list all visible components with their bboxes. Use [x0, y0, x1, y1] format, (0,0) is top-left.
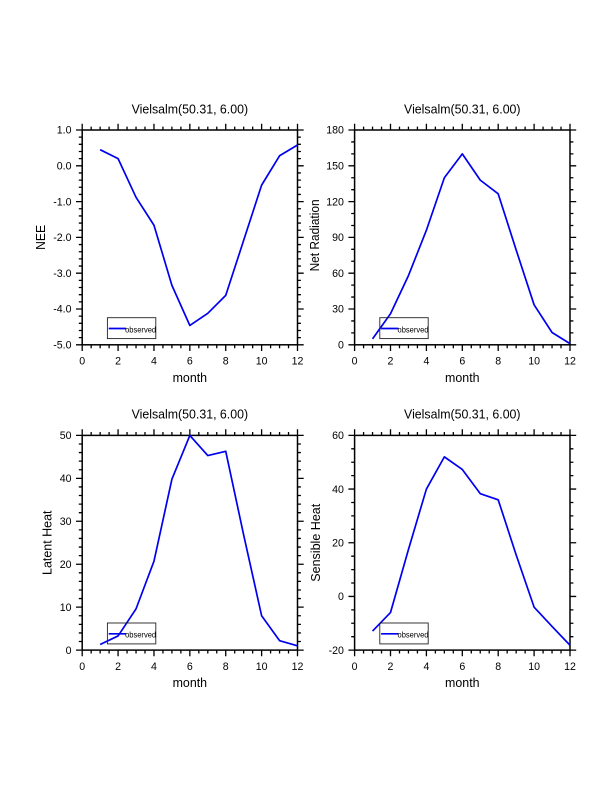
svg-text:50: 50 — [60, 430, 72, 442]
svg-text:10: 10 — [528, 356, 540, 368]
svg-text:0: 0 — [352, 661, 358, 673]
svg-text:6: 6 — [187, 661, 193, 673]
svg-text:12: 12 — [564, 661, 576, 673]
svg-text:Vielsalm(50.31, 6.00): Vielsalm(50.31, 6.00) — [132, 101, 249, 116]
svg-text:observed: observed — [398, 324, 429, 334]
svg-text:10: 10 — [256, 661, 268, 673]
svg-text:Vielsalm(50.31, 6.00): Vielsalm(50.31, 6.00) — [404, 101, 521, 116]
svg-text:12: 12 — [292, 661, 304, 673]
svg-text:month: month — [445, 675, 480, 690]
svg-text:-5.0: -5.0 — [53, 340, 71, 352]
svg-text:180: 180 — [326, 125, 344, 137]
svg-text:10: 10 — [60, 602, 72, 614]
svg-text:6: 6 — [459, 661, 465, 673]
svg-text:8: 8 — [495, 356, 501, 368]
svg-text:8: 8 — [495, 661, 501, 673]
svg-text:12: 12 — [564, 356, 576, 368]
svg-text:8: 8 — [223, 661, 229, 673]
svg-text:2: 2 — [115, 661, 121, 673]
svg-text:month: month — [173, 675, 208, 690]
svg-text:120: 120 — [326, 196, 344, 208]
svg-text:60: 60 — [332, 268, 344, 280]
svg-text:month: month — [173, 370, 208, 385]
svg-text:Vielsalm(50.31, 6.00): Vielsalm(50.31, 6.00) — [404, 407, 521, 422]
svg-text:20: 20 — [60, 559, 72, 571]
svg-text:30: 30 — [332, 304, 344, 316]
svg-text:Latent Heat: Latent Heat — [40, 510, 55, 575]
svg-text:-1.0: -1.0 — [53, 196, 71, 208]
svg-text:month: month — [445, 370, 480, 385]
svg-text:0: 0 — [79, 356, 85, 368]
svg-text:60: 60 — [332, 430, 344, 442]
svg-text:4: 4 — [151, 356, 157, 368]
svg-text:2: 2 — [115, 356, 121, 368]
svg-text:observed: observed — [398, 630, 429, 640]
svg-text:6: 6 — [187, 356, 193, 368]
svg-text:10: 10 — [256, 356, 268, 368]
svg-text:Vielsalm(50.31, 6.00): Vielsalm(50.31, 6.00) — [132, 407, 249, 422]
svg-text:6: 6 — [459, 356, 465, 368]
svg-text:Net Radiation: Net Radiation — [307, 199, 322, 271]
svg-text:20: 20 — [332, 537, 344, 549]
svg-text:0: 0 — [338, 340, 344, 352]
svg-text:2: 2 — [388, 356, 394, 368]
svg-text:4: 4 — [423, 661, 429, 673]
svg-text:1.0: 1.0 — [57, 125, 72, 137]
svg-text:150: 150 — [326, 161, 344, 173]
svg-text:4: 4 — [423, 356, 429, 368]
svg-text:0.0: 0.0 — [57, 161, 72, 173]
svg-text:4: 4 — [151, 661, 157, 673]
svg-text:-3.0: -3.0 — [53, 268, 71, 280]
svg-text:observed: observed — [125, 630, 156, 640]
svg-text:0: 0 — [338, 591, 344, 603]
svg-text:NEE: NEE — [33, 225, 48, 250]
svg-text:-20: -20 — [329, 645, 344, 657]
svg-text:-4.0: -4.0 — [53, 304, 71, 316]
svg-text:10: 10 — [528, 661, 540, 673]
svg-text:observed: observed — [125, 324, 156, 334]
svg-text:0: 0 — [66, 645, 72, 657]
svg-text:2: 2 — [388, 661, 394, 673]
svg-text:40: 40 — [60, 473, 72, 485]
svg-text:90: 90 — [332, 232, 344, 244]
svg-text:Sensible Heat: Sensible Heat — [308, 503, 323, 581]
svg-text:30: 30 — [60, 516, 72, 528]
svg-text:40: 40 — [332, 484, 344, 496]
svg-text:0: 0 — [79, 661, 85, 673]
svg-text:12: 12 — [292, 356, 304, 368]
svg-text:8: 8 — [223, 356, 229, 368]
svg-text:0: 0 — [352, 356, 358, 368]
svg-text:-2.0: -2.0 — [53, 232, 71, 244]
